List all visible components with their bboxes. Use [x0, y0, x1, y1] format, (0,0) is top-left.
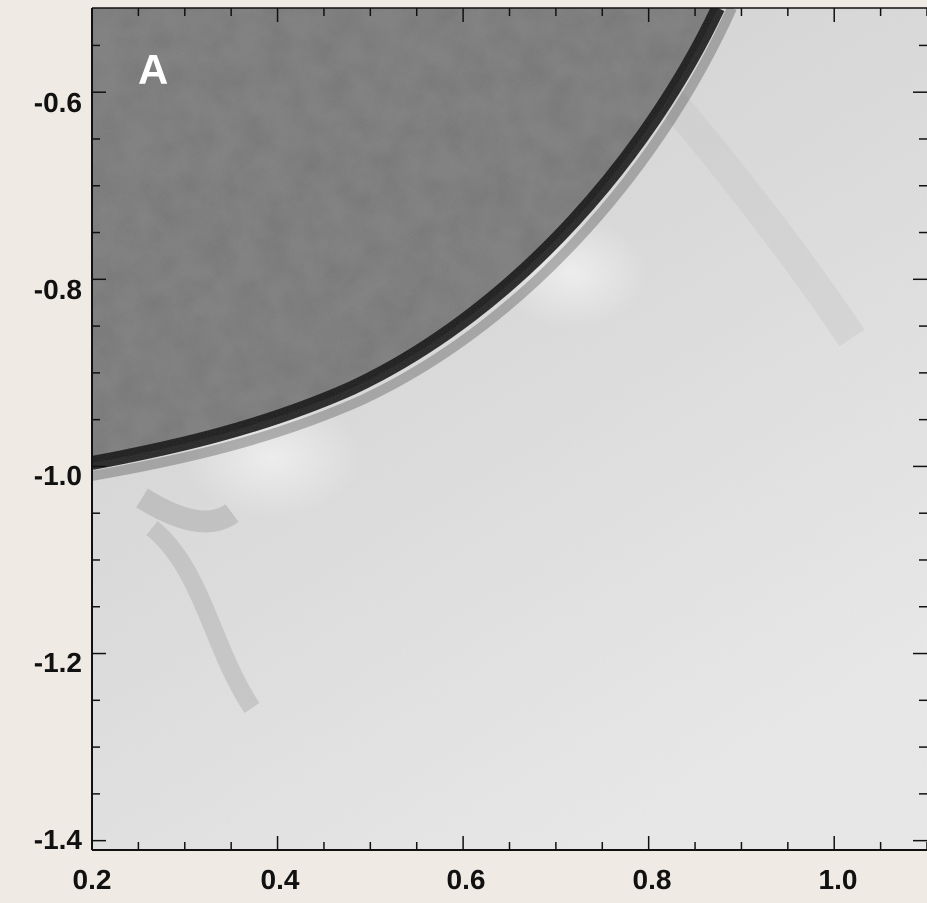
image-noise: [92, 8, 927, 850]
y-tick-label: -0.8: [33, 274, 82, 305]
x-tick-label: 0.2: [72, 864, 112, 895]
y-tick-label: -0.6: [33, 87, 82, 118]
solar-image-panel: [92, 8, 927, 850]
y-tick-label: -1.0: [33, 460, 82, 491]
y-tick-label: -1.4: [33, 824, 82, 855]
x-tick-label: 0.6: [446, 864, 486, 895]
x-tick-label: 1.0: [818, 864, 858, 895]
x-tick-label: 0.8: [632, 864, 672, 895]
x-tick-label: 0.4: [260, 864, 300, 895]
solar-limb-image: [92, 8, 927, 850]
panel-label: A: [138, 46, 169, 93]
y-tick-label: -1.2: [33, 647, 82, 678]
